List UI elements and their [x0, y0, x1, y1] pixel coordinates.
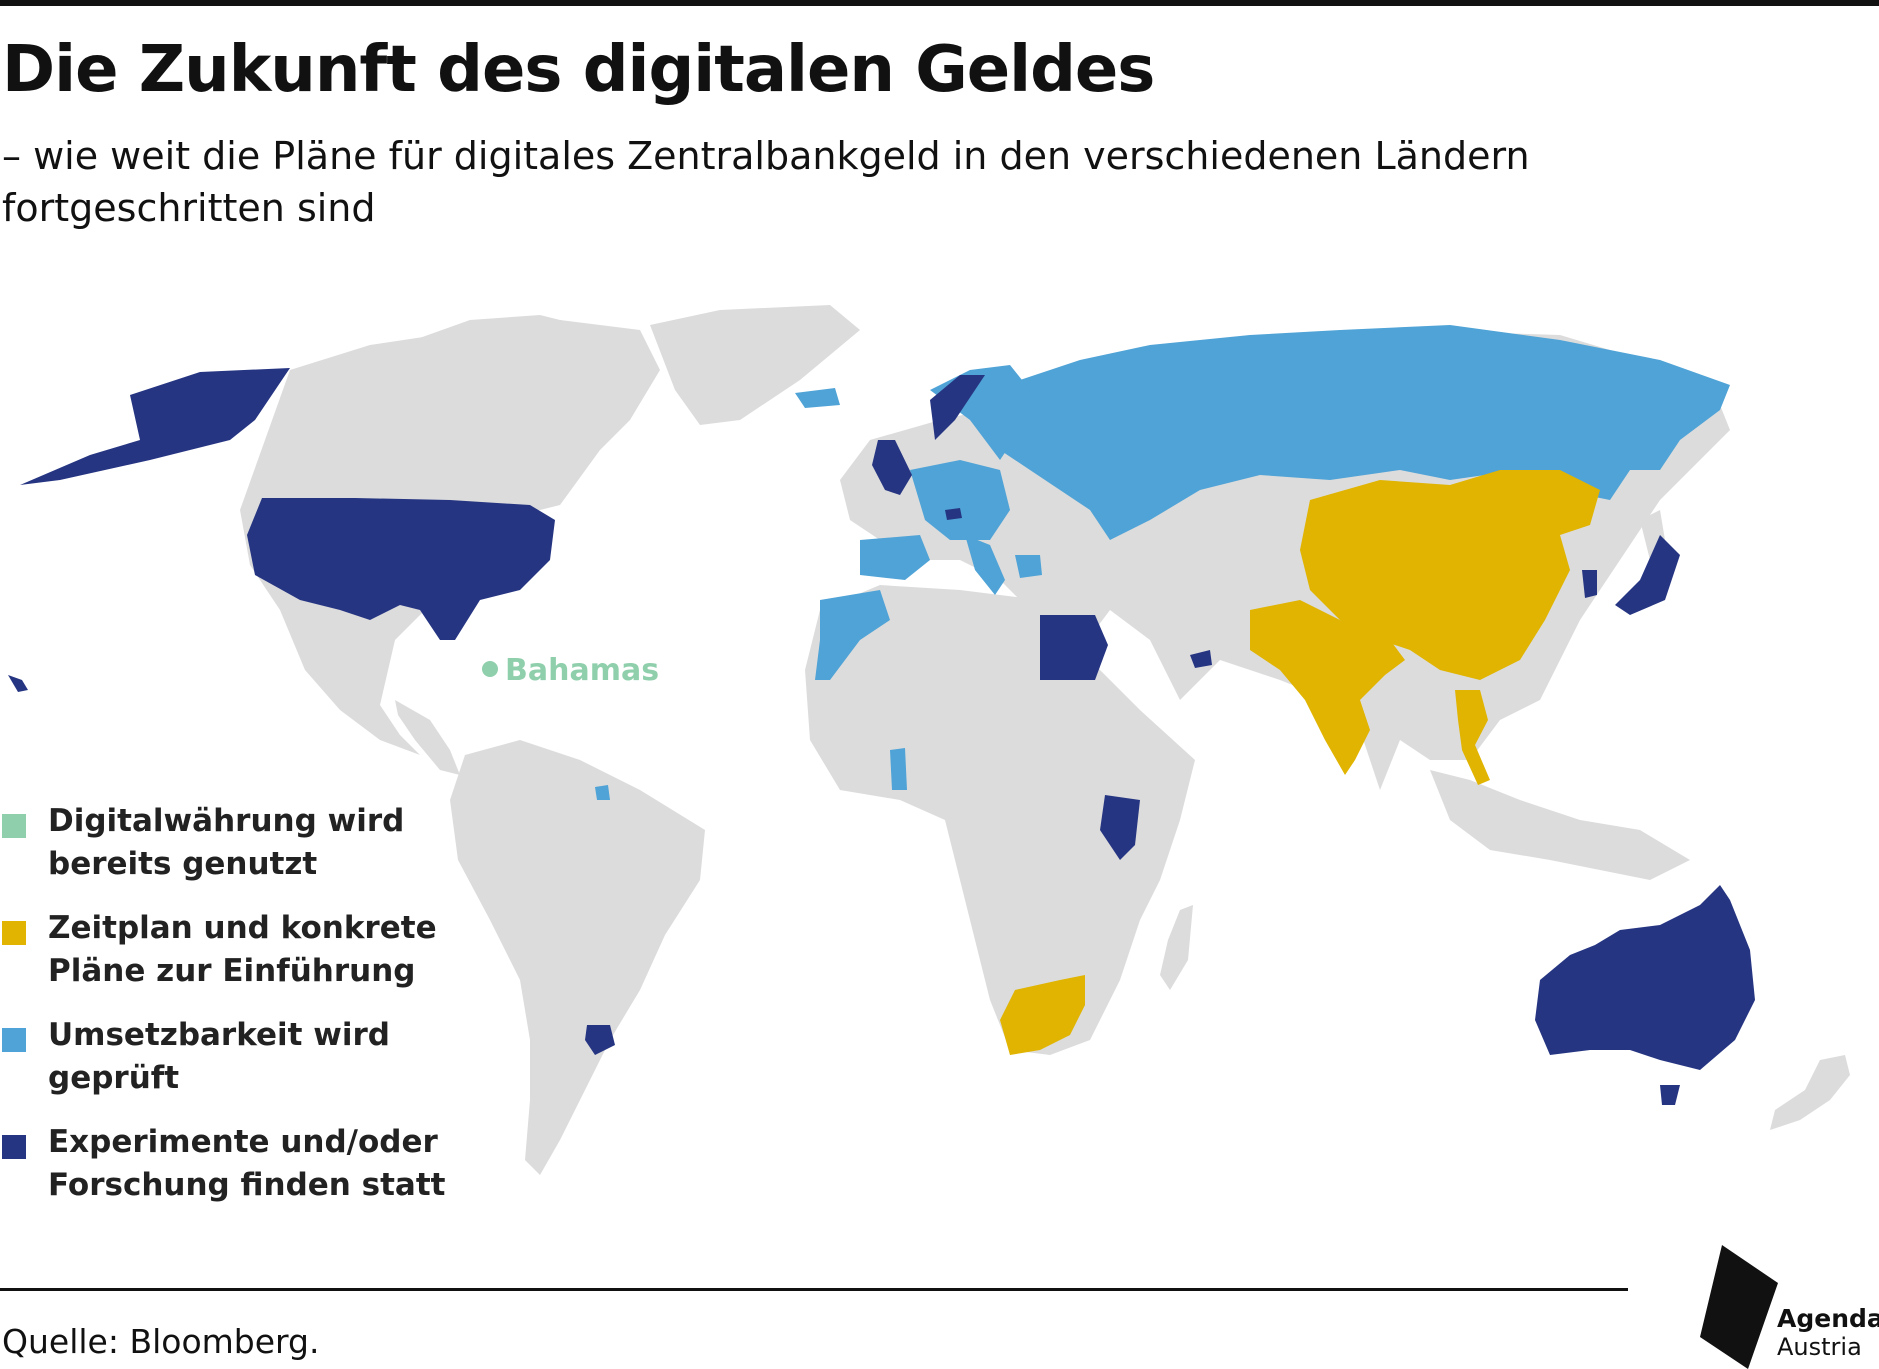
land-new-zealand — [1770, 1055, 1850, 1130]
country-india — [1250, 600, 1405, 775]
country-ghana — [890, 748, 907, 790]
country-french-guiana — [595, 785, 610, 800]
timeline-countries — [1000, 470, 1600, 1055]
country-south-africa — [1000, 975, 1085, 1055]
brand-mark-icon — [1700, 1245, 1778, 1369]
country-egypt — [1040, 615, 1108, 680]
legend-item-research: Experimente und/oder Forschung finden st… — [0, 1121, 460, 1228]
page-title: Die Zukunft des digitalen Geldes — [2, 33, 1155, 107]
country-uae — [1190, 650, 1212, 668]
land-central-america — [395, 700, 460, 775]
legend-label-in-use: Digitalwährung wird bereits genutzt — [48, 803, 405, 882]
legend-swatch-research — [2, 1135, 26, 1159]
top-rule — [0, 0, 1879, 6]
legend-label-timeline: Zeitplan und konkrete Pläne zur Einführu… — [48, 910, 437, 989]
country-western-europe — [910, 460, 1010, 540]
land-greenland — [650, 305, 860, 425]
country-switzerland — [945, 508, 962, 520]
country-norway — [930, 375, 985, 440]
legend-label-feasibility: Umsetzbarkeit wird geprüft — [48, 1017, 390, 1096]
country-tasmania — [1660, 1085, 1680, 1105]
bahamas-label: Bahamas — [505, 653, 659, 688]
brand-name: Agenda — [1777, 1304, 1879, 1333]
country-iberia — [860, 535, 930, 580]
country-japan — [1615, 535, 1680, 615]
brand-logo: Agenda Austria — [1700, 1245, 1879, 1369]
country-russia — [1000, 325, 1730, 540]
legend-swatch-in-use — [2, 814, 26, 838]
legend-item-feasibility: Umsetzbarkeit wird geprüft — [0, 1014, 460, 1121]
bahamas-marker — [482, 661, 498, 677]
footer-rule — [0, 1288, 1628, 1291]
country-uruguay — [585, 1025, 615, 1055]
country-hawaii — [8, 675, 28, 692]
legend-item-in-use: Digitalwährung wird bereits genutzt — [0, 800, 460, 907]
source-note: Quelle: Bloomberg. — [2, 1322, 320, 1361]
land-south-america — [450, 740, 705, 1175]
country-italy-balkans — [965, 535, 1005, 595]
page-subtitle: – wie weit die Pläne für digitales Zentr… — [2, 134, 1530, 230]
country-greece — [1015, 555, 1042, 578]
legend: Digitalwährung wird bereits genutzt Zeit… — [0, 800, 460, 1228]
country-thailand — [1455, 690, 1490, 785]
country-china — [1300, 470, 1600, 680]
country-kenya — [1100, 795, 1140, 860]
country-alaska — [20, 368, 290, 485]
country-usa — [247, 498, 555, 640]
country-south-korea — [1582, 570, 1597, 598]
legend-item-timeline: Zeitplan und konkrete Pläne zur Einführu… — [0, 907, 460, 1014]
legend-swatch-feasibility — [2, 1028, 26, 1052]
brand-sub: Austria — [1777, 1333, 1862, 1361]
legend-label-research: Experimente und/oder Forschung finden st… — [48, 1124, 446, 1203]
land-madagascar — [1160, 905, 1193, 990]
country-australia — [1535, 885, 1755, 1070]
country-iceland — [795, 388, 840, 408]
in-use-countries: Bahamas — [482, 653, 659, 688]
world-map: Bahamas — [8, 305, 1850, 1175]
country-uk — [872, 440, 912, 495]
land-southeast-asia — [1430, 770, 1690, 880]
research-countries — [8, 368, 1755, 1105]
land-africa — [805, 585, 1195, 1055]
country-morocco — [815, 590, 890, 680]
land-arctic-islands — [400, 315, 600, 360]
legend-swatch-timeline — [2, 921, 26, 945]
